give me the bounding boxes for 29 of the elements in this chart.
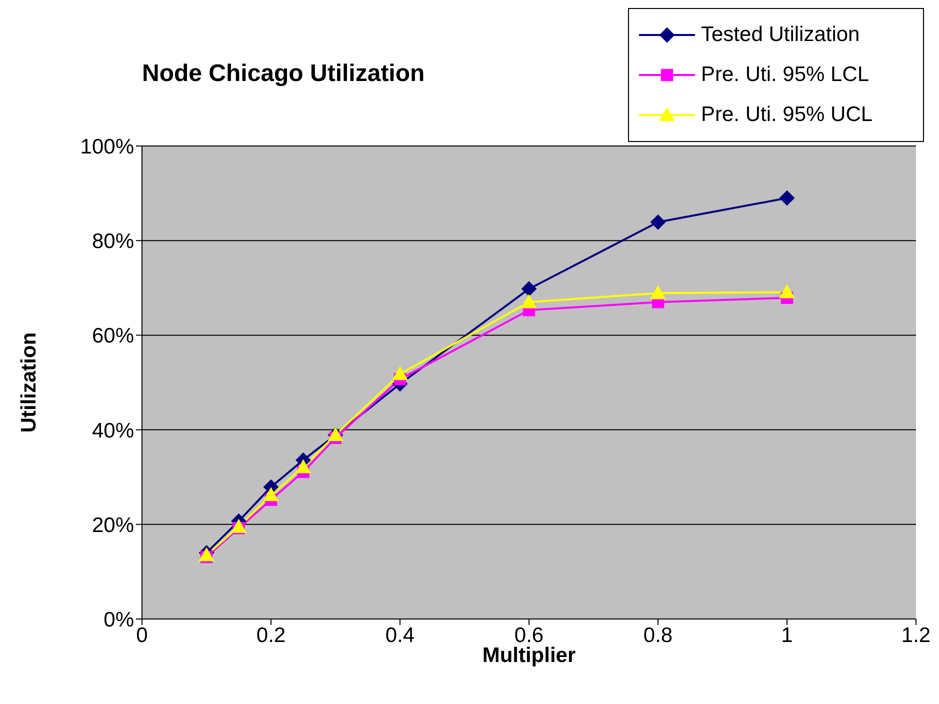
y-tick-label: 40% — [92, 419, 134, 442]
point — [392, 366, 408, 380]
point — [780, 284, 794, 298]
y-tick-label: 0% — [104, 608, 134, 632]
y-tick-label: 80% — [92, 230, 134, 254]
x-tick-label: 0 — [136, 624, 148, 647]
point — [264, 488, 278, 502]
y-tick-label: 100% — [80, 135, 134, 158]
point — [522, 294, 536, 308]
legend-label: Tested Utilization — [701, 23, 860, 47]
point — [780, 190, 794, 206]
legend-label: Pre. Uti. 95% UCL — [701, 103, 873, 127]
point — [231, 519, 246, 533]
y-tick-label: 60% — [92, 324, 134, 348]
y-axis-title: Utilization — [17, 332, 40, 433]
x-axis-title: Multiplier — [482, 644, 576, 667]
point — [296, 460, 311, 474]
chart-title: Node Chicago Utilization — [142, 60, 425, 88]
point — [522, 281, 536, 296]
x-tick-label: 1.2 — [901, 624, 931, 647]
x-tick-label: 0.4 — [385, 624, 415, 647]
y-tick-label: 20% — [92, 514, 134, 537]
x-tick-label: 0.8 — [643, 624, 673, 647]
point — [650, 286, 666, 300]
x-tick-label: 0.6 — [514, 624, 544, 647]
x-tick-label: 0.2 — [256, 624, 286, 647]
x-tick-label: 1 — [781, 624, 793, 647]
point — [650, 214, 666, 230]
legend-label: Pre. Uti. 95% LCL — [701, 63, 870, 87]
